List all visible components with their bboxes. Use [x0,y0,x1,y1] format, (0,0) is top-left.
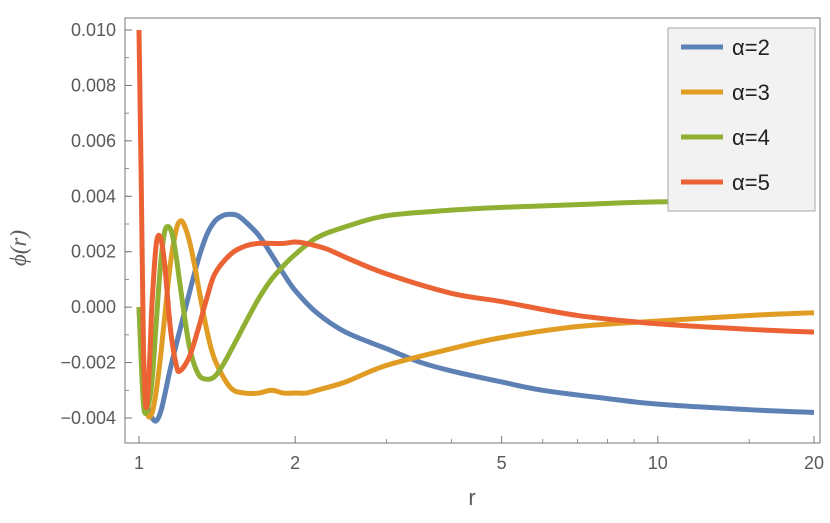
x-tick-label: 5 [497,453,507,473]
legend-label-3: α=4 [732,125,770,150]
x-tick-label: 10 [648,453,668,473]
x-tick-label: 1 [134,453,144,473]
series-line-3 [136,199,814,416]
legend-label-1: α=2 [732,35,770,60]
y-tick-label: 0.006 [71,131,116,151]
y-tick-label: 0.002 [71,242,116,262]
y-tick-label: 0.004 [71,186,116,206]
series-line-4 [136,29,815,410]
x-tick-label: 20 [804,453,824,473]
y-axis-title: ϕ(r) [6,230,31,266]
y-tick-label: −0.002 [60,353,116,373]
series-lines [136,29,815,424]
y-tick-label: 0.000 [71,297,116,317]
ticks: −0.004 −0.002 0.000 0.002 0.004 0.006 0.008 0.0… [60,20,824,473]
series-line-2 [136,218,815,420]
series-line-1 [136,211,815,424]
plot-frame [124,17,821,444]
legend-label-4: α=5 [732,170,770,195]
y-tick-label: 0.008 [71,75,116,95]
x-tick-label: 2 [290,453,300,473]
legend-label-2: α=3 [732,80,770,105]
x-axis-title: r [468,485,475,510]
y-tick-label: 0.010 [71,20,116,40]
y-tick-label: −0.004 [60,408,116,428]
legend: α=2 α=3 α=4 α=5 [667,27,816,212]
